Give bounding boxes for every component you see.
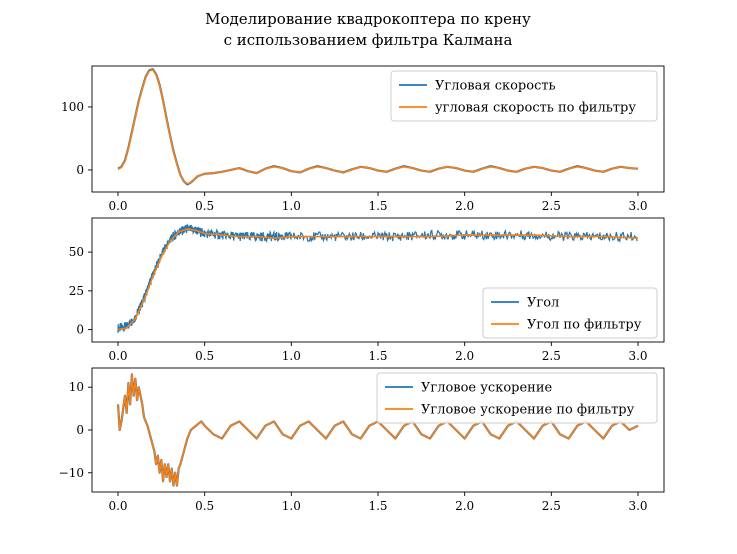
legend: Угловая скорость угловая скорость по филь… <box>390 70 658 122</box>
subplot-2: 0.0 0.5 1.0 1.5 2.0 2.5 3.0 0 25 50 Угол Угол по фи… <box>69 217 665 363</box>
x-tick-label: 2.5 <box>542 499 561 513</box>
x-tick-label: 0.0 <box>108 349 127 363</box>
x-tick-label: 1.5 <box>368 499 387 513</box>
y-tick-label: 100 <box>61 100 84 114</box>
legend: Угол Угол по фильтру <box>482 287 658 339</box>
series-group <box>117 223 639 333</box>
subplot-1: 0.0 0.5 1.0 1.5 2.0 2.5 3.0 0 100 Угловая скорост… <box>61 65 665 213</box>
series-line-filtered <box>117 373 639 487</box>
x-tick-label: 3.0 <box>628 199 647 213</box>
legend-box <box>390 70 658 122</box>
y-tick-label: 0 <box>76 323 84 337</box>
series-group <box>116 373 639 487</box>
x-tick-label: 3.0 <box>628 499 647 513</box>
legend-label: Угол по фильтру <box>527 318 642 333</box>
x-tick-label: 0.0 <box>108 199 127 213</box>
legend-label: Угловая скорость <box>435 79 556 94</box>
x-tick-label: 0.5 <box>195 199 214 213</box>
x-tick-label: 2.0 <box>455 349 474 363</box>
y-tick-label: 10 <box>69 380 84 394</box>
y-tick-label: 0 <box>76 423 84 437</box>
y-tick-label: 25 <box>69 284 84 298</box>
legend-box <box>376 372 658 424</box>
x-tick-label: 2.5 <box>542 199 561 213</box>
x-tick-label: 3.0 <box>628 349 647 363</box>
y-tick-label: −10 <box>59 466 84 480</box>
legend-box <box>482 287 658 339</box>
x-tick-label: 1.5 <box>368 349 387 363</box>
figure-title-line2: с использованием фильтра Калмана <box>224 31 513 49</box>
legend-label: Угловое ускорение по фильтру <box>421 403 635 418</box>
x-tick-label: 1.5 <box>368 199 387 213</box>
series-group <box>117 68 639 186</box>
series-line-filtered <box>117 228 639 331</box>
y-tick-label: 0 <box>76 163 84 177</box>
x-tick-label: 2.5 <box>542 349 561 363</box>
series-line-raw <box>117 223 638 333</box>
x-tick-label: 0.0 <box>108 499 127 513</box>
legend-label: угловая скорость по фильтру <box>435 101 636 116</box>
x-tick-label: 0.5 <box>195 349 214 363</box>
legend: Угловое ускорение Угловое ускорение по фи… <box>376 372 658 424</box>
legend-label: Угловое ускорение <box>421 381 552 396</box>
x-tick-label: 1.0 <box>282 499 301 513</box>
figure-title-line1: Моделирование квадрокоптера по крену <box>205 10 531 28</box>
x-tick-label: 2.0 <box>455 499 474 513</box>
subplot-3: 0.0 0.5 1.0 1.5 2.0 2.5 3.0 −10 0 10 Угловое ускор… <box>59 367 665 513</box>
x-tick-label: 0.5 <box>195 499 214 513</box>
y-tick-label: 50 <box>69 245 84 259</box>
x-tick-label: 1.0 <box>282 349 301 363</box>
series-line-filtered <box>117 68 639 185</box>
x-tick-label: 1.0 <box>282 199 301 213</box>
x-tick-label: 2.0 <box>455 199 474 213</box>
legend-label: Угол <box>527 296 559 311</box>
